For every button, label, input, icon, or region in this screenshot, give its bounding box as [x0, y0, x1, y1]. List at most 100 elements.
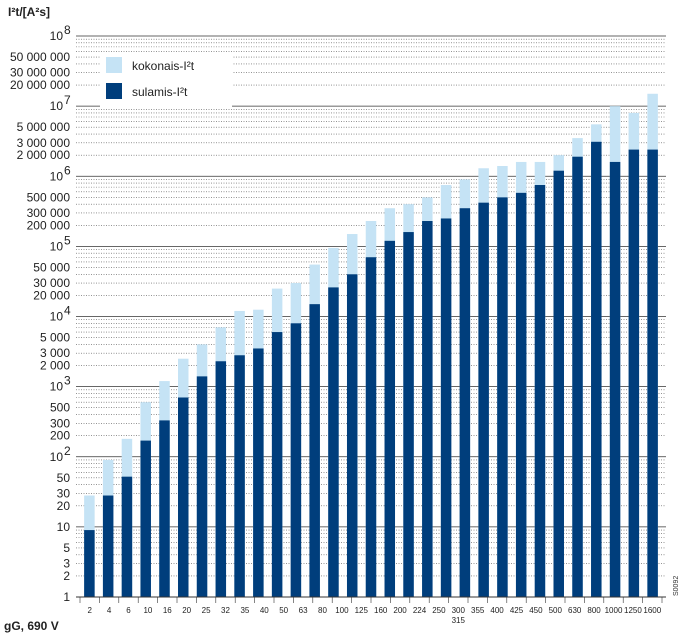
x-tick-label: 200 — [393, 606, 407, 615]
bar-melting — [459, 208, 471, 597]
x-tick-label: 20 — [182, 606, 191, 615]
bar-melting — [365, 257, 377, 597]
bar-group — [422, 197, 433, 597]
bar-melting — [290, 323, 302, 597]
x-tick-label: 630 — [568, 606, 582, 615]
x-tick-label: 1250 — [624, 606, 642, 615]
bar-group — [178, 358, 189, 597]
y-tick-label: 10 — [50, 239, 64, 253]
bar-melting — [384, 240, 396, 597]
y-tick-exponent: 5 — [64, 233, 71, 247]
y-tick-label: 200 000 — [27, 218, 71, 232]
x-tick-label: 450 — [529, 606, 543, 615]
bar-melting — [440, 218, 452, 597]
y-tick-label: 30 — [57, 486, 71, 500]
x-tick-label: 160 — [374, 606, 388, 615]
bar-melting — [609, 161, 621, 597]
bar-melting — [628, 149, 640, 597]
x-tick-label: 25 — [202, 606, 211, 615]
y-axis-title: I²t/[A²s] — [8, 5, 50, 19]
y-tick-label: 10 — [50, 310, 64, 324]
y-tick-label: 2 000 000 — [17, 148, 71, 162]
x-tick-label: 100 — [335, 606, 349, 615]
bar-group — [591, 124, 602, 598]
x-tick-label: 800 — [587, 606, 601, 615]
bar-group — [647, 93, 658, 597]
bar-melting — [271, 332, 283, 597]
bar-group — [346, 234, 358, 597]
y-tick-label: 200 — [50, 429, 70, 443]
bar-group — [534, 161, 546, 597]
x-tick-label: 32 — [221, 606, 230, 615]
bar-group — [478, 168, 489, 598]
legend-label-kokonais: kokonais-I²t — [132, 59, 195, 73]
x-tick-label: 1000 — [605, 606, 623, 615]
y-tick-label: 10 — [50, 29, 64, 43]
bar-group — [553, 155, 564, 598]
y-tick-label: 2 — [63, 569, 70, 583]
y-tick-label: 3 000 000 — [17, 136, 71, 150]
bar-melting — [515, 192, 527, 598]
y-tick-label: 500 — [50, 401, 70, 415]
bar-group — [140, 402, 151, 597]
y-tick-label: 500 000 — [27, 190, 71, 204]
y-tick-label: 5 000 — [40, 331, 70, 345]
bar-group — [102, 459, 114, 597]
bar-melting — [346, 274, 358, 597]
bar-group — [328, 247, 339, 597]
bar-group — [403, 204, 414, 597]
y-tick-label: 300 000 — [27, 206, 71, 220]
x-tick-label: 125 — [355, 606, 369, 615]
bar-group — [84, 495, 95, 597]
y-tick-label: 5 000 000 — [17, 120, 71, 134]
bar-group — [628, 112, 640, 598]
x-tick-label: 40 — [260, 606, 269, 615]
x-tick-label: 224 — [413, 606, 427, 615]
y-tick-exponent: 4 — [64, 304, 71, 318]
bar-melting — [215, 361, 227, 597]
x-axis-ticks: 2 4 6 10 16 20 25 32 35 40 50 63 80 100 125 160 200 224 25… — [79, 597, 663, 625]
bar-group — [234, 310, 245, 597]
bar-melting — [121, 476, 133, 597]
y-tick-exponent: 3 — [64, 374, 71, 388]
y-tick-exponent: 7 — [64, 93, 71, 107]
figure-code: S0092 — [673, 576, 680, 596]
legend-label-sulamis: sulamis-I²t — [132, 85, 188, 99]
x-tick-label: 400 — [490, 606, 504, 615]
y-tick-label: 300 — [50, 416, 70, 430]
bar-group — [440, 185, 452, 597]
x-tick-label: 425 — [510, 606, 524, 615]
bar-group — [515, 161, 527, 598]
x-tick-label: 63 — [299, 606, 308, 615]
y-tick-label: 10 — [50, 380, 64, 394]
y-tick-label: 50 000 — [33, 260, 70, 274]
y-tick-label: 10 — [57, 520, 71, 534]
x-axis-title: gG, 690 V — [4, 619, 59, 633]
bar-group — [365, 221, 377, 597]
bar-group — [196, 344, 208, 597]
y-tick-label: 20 000 — [33, 288, 70, 302]
x-tick-label: 50 — [279, 606, 288, 615]
bar-melting — [159, 420, 170, 597]
bar-group — [271, 288, 283, 597]
bar-group — [309, 264, 320, 597]
bar-melting — [178, 397, 189, 597]
y-tick-label: 50 — [57, 471, 71, 485]
bar-melting — [84, 530, 95, 597]
bar-group — [215, 327, 227, 597]
bar-group — [459, 179, 471, 597]
x-tick-label: 500 — [549, 606, 563, 615]
y-tick-label: 30 000 — [33, 276, 70, 290]
x-tick-label: 355 — [471, 606, 485, 615]
x-tick-label: 2 — [87, 606, 92, 615]
x-tick-label: 300 — [452, 606, 466, 615]
bar-melting — [478, 202, 489, 597]
x-tick-label: 80 — [318, 606, 327, 615]
y-tick-label: 5 — [63, 541, 70, 555]
bar-melting — [497, 197, 508, 597]
y-tick-exponent: 2 — [64, 444, 71, 458]
bar-melting — [422, 221, 433, 597]
